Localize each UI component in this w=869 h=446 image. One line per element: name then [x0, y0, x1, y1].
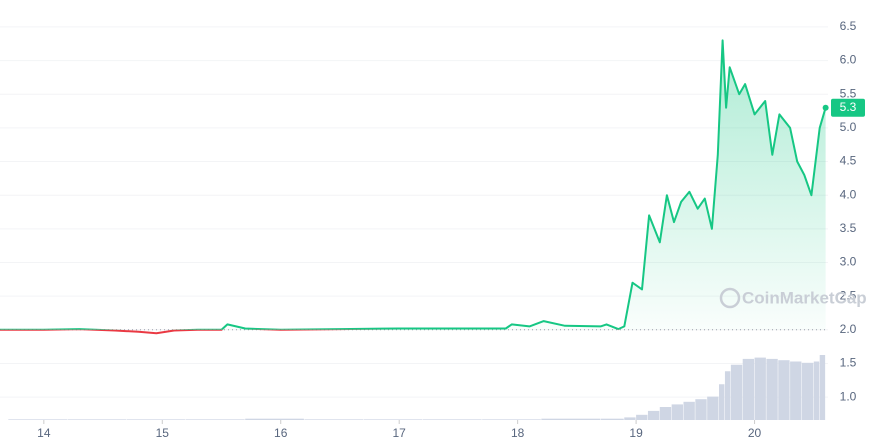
- volume-bar: [683, 401, 695, 420]
- x-tick-label: 20: [748, 426, 762, 440]
- volume-bar: [659, 407, 672, 420]
- volume-bar: [67, 419, 127, 420]
- y-tick-label: 5.0: [840, 120, 857, 134]
- x-tick-label: 15: [156, 426, 170, 440]
- volume-bar: [719, 384, 725, 420]
- x-tick-label: 16: [274, 426, 288, 440]
- x-tick-label: 17: [393, 426, 407, 440]
- y-tick-label: 2.0: [840, 322, 857, 336]
- volume-bar: [185, 419, 245, 420]
- volume-bar: [778, 360, 790, 420]
- volume-bar: [801, 362, 814, 420]
- y-tick-label: 6.0: [840, 53, 857, 67]
- volume-bar: [742, 358, 755, 420]
- volume-bar: [766, 358, 778, 420]
- y-tick-label: 6.5: [840, 19, 857, 33]
- y-tick-label: 2.5: [840, 288, 857, 302]
- volume-bar: [126, 419, 186, 420]
- volume-bar: [819, 355, 826, 420]
- volume-bar: [707, 396, 719, 420]
- x-tick-label: 19: [629, 426, 643, 440]
- volume-bar: [754, 357, 766, 420]
- x-tick-label: 18: [511, 426, 525, 440]
- volume-bar: [600, 418, 624, 420]
- volume-bar: [482, 419, 541, 420]
- volume-bar: [245, 418, 304, 420]
- volume-bar: [813, 361, 820, 420]
- y-tick-label: 3.0: [840, 255, 857, 269]
- price-area: [0, 40, 826, 330]
- y-tick-label: 4.0: [840, 187, 857, 201]
- y-tick-label: 1.5: [840, 356, 857, 370]
- price-line: [0, 39, 827, 330]
- volume-bar: [363, 419, 423, 420]
- watermark-logo: [719, 287, 741, 309]
- volume-bar: [636, 414, 648, 420]
- volume-bar: [724, 371, 731, 420]
- volume-bar: [624, 417, 636, 420]
- volume-bar: [695, 399, 707, 420]
- volume-bar: [541, 418, 601, 420]
- y-tick-label: 3.5: [840, 221, 857, 235]
- volume-bar: [422, 419, 482, 420]
- y-tick-label: 5.5: [840, 86, 857, 100]
- y-tick-label: 1.0: [840, 389, 857, 403]
- x-tick-label: 14: [37, 426, 51, 440]
- volume-bar: [647, 410, 660, 420]
- volume-bar: [790, 361, 802, 420]
- volume-bar: [730, 364, 743, 420]
- volume-bar: [8, 419, 68, 420]
- volume-bar: [304, 419, 364, 420]
- y-tick-label: 4.5: [840, 154, 857, 168]
- volume-bar: [671, 404, 683, 420]
- price-tag-label: 5.3: [840, 100, 857, 114]
- last-point: [822, 104, 829, 111]
- price-tag: [831, 98, 865, 117]
- watermark: CoinMarketCap: [742, 288, 867, 307]
